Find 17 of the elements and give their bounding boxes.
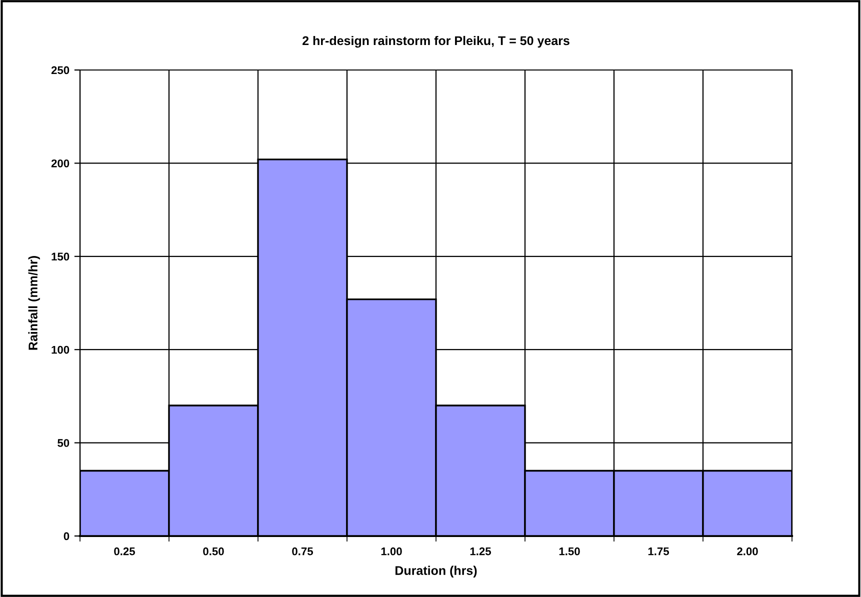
chart-title: 2 hr-design rainstorm for Pleiku, T = 50 years — [302, 36, 570, 48]
y-tick-label: 250 — [51, 66, 70, 74]
x-tick-label: 0.25 — [114, 547, 136, 556]
x-tick-label: 2.00 — [737, 547, 758, 556]
x-tick-label: 1.25 — [470, 547, 492, 556]
y-axis-title: Rainfall (mm/hr) — [28, 256, 40, 350]
y-tick-label: 0 — [64, 532, 70, 540]
y-tick-label: 100 — [52, 346, 70, 354]
x-tick-label: 0.50 — [203, 547, 224, 556]
y-tick-label: 50 — [58, 439, 70, 447]
y-tick-label: 150 — [52, 252, 70, 261]
x-tick-label: 1.00 — [381, 547, 402, 556]
x-axis-title: Duration (hrs) — [396, 566, 477, 578]
x-tick-label: 0.75 — [292, 547, 314, 556]
y-tick-label: 200 — [51, 159, 70, 168]
x-tick-label: 1.50 — [559, 547, 580, 556]
x-tick-label: 1.75 — [648, 548, 670, 556]
